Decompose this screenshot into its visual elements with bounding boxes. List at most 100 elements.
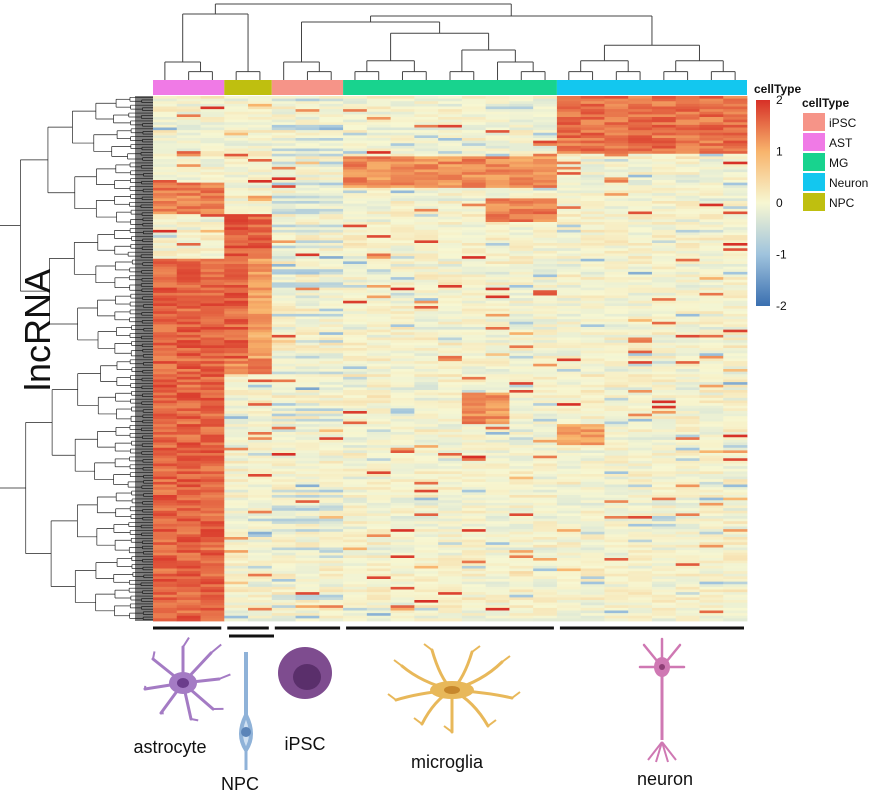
heatmap-cell bbox=[295, 148, 320, 152]
heatmap-cell bbox=[343, 518, 368, 522]
heatmap-cell bbox=[580, 395, 605, 399]
heatmap-cell bbox=[295, 481, 320, 485]
heatmap-cell bbox=[556, 311, 582, 315]
heatmap-cell bbox=[675, 534, 700, 538]
heatmap-cell bbox=[533, 177, 558, 181]
heatmap-cell bbox=[271, 371, 296, 375]
heatmap-cell bbox=[556, 190, 582, 194]
heatmap-cell bbox=[224, 143, 249, 147]
heatmap-cell bbox=[366, 489, 391, 493]
heatmap-cell bbox=[414, 371, 439, 375]
heatmap-cell bbox=[438, 361, 463, 365]
heatmap-cell bbox=[628, 529, 653, 533]
heatmap-cell bbox=[200, 476, 225, 480]
heatmap-cell bbox=[723, 466, 748, 470]
heatmap-cell bbox=[675, 222, 700, 226]
heatmap-cell bbox=[176, 334, 201, 338]
heatmap-cell bbox=[533, 342, 558, 346]
heatmap-cell bbox=[390, 334, 415, 338]
heatmap-cell bbox=[533, 151, 558, 155]
heatmap-cell bbox=[604, 534, 629, 538]
heatmap-cell bbox=[533, 271, 558, 275]
heatmap-cell bbox=[343, 353, 368, 357]
heatmap-cell bbox=[533, 182, 558, 186]
heatmap-cell bbox=[248, 151, 273, 155]
heatmap-cell bbox=[248, 311, 273, 315]
heatmap-cell bbox=[556, 274, 582, 278]
heatmap-cell bbox=[628, 526, 653, 530]
heatmap-cell bbox=[343, 579, 368, 583]
heatmap-cell bbox=[461, 124, 487, 128]
heatmap-cell bbox=[485, 138, 510, 142]
heatmap-cell bbox=[580, 201, 605, 205]
heatmap-cell bbox=[628, 195, 653, 199]
heatmap-cell bbox=[319, 103, 344, 107]
heatmap-cell bbox=[699, 579, 724, 583]
heatmap-cell bbox=[414, 495, 439, 499]
heatmap-cell bbox=[723, 106, 748, 110]
heatmap-cell bbox=[723, 471, 748, 475]
heatmap-cell bbox=[556, 287, 582, 291]
heatmap-cell bbox=[414, 607, 439, 611]
heatmap-cell bbox=[604, 350, 629, 354]
heatmap-cell bbox=[628, 111, 653, 115]
heatmap-cell bbox=[271, 516, 296, 520]
heatmap-cell bbox=[200, 169, 225, 173]
heatmap-cell bbox=[153, 592, 178, 596]
heatmap-cell bbox=[366, 159, 391, 163]
heatmap-cell bbox=[604, 345, 629, 349]
heatmap-cell bbox=[343, 597, 368, 601]
heatmap-cell bbox=[343, 111, 368, 115]
heatmap-cell bbox=[295, 266, 320, 270]
heatmap-cell bbox=[651, 416, 677, 420]
heatmap-cell bbox=[461, 342, 487, 346]
heatmap-cell bbox=[414, 586, 439, 590]
heatmap-cell bbox=[390, 101, 415, 105]
heatmap-cell bbox=[675, 151, 700, 155]
heatmap-cell bbox=[485, 418, 510, 422]
heatmap-cell bbox=[675, 211, 700, 215]
heatmap-cell bbox=[675, 237, 700, 241]
heatmap-cell bbox=[153, 117, 178, 121]
heatmap-cell bbox=[675, 607, 700, 611]
heatmap-cell bbox=[699, 138, 724, 142]
heatmap-cell bbox=[176, 172, 201, 176]
heatmap-cell bbox=[319, 308, 344, 312]
heatmap-cell bbox=[533, 119, 558, 123]
heatmap-cell bbox=[723, 229, 748, 233]
heatmap-cell bbox=[271, 127, 296, 131]
heatmap-cell bbox=[200, 243, 225, 247]
heatmap-cell bbox=[153, 466, 178, 470]
heatmap-cell bbox=[556, 597, 582, 601]
heatmap-cell bbox=[509, 382, 534, 386]
heatmap-cell bbox=[461, 361, 487, 365]
heatmap-cell bbox=[153, 600, 178, 604]
heatmap-cell bbox=[485, 487, 510, 491]
heatmap-cell bbox=[509, 324, 534, 328]
heatmap-cell bbox=[248, 298, 273, 302]
heatmap-cell bbox=[580, 576, 605, 580]
heatmap-cell bbox=[461, 610, 487, 614]
heatmap-cell bbox=[628, 369, 653, 373]
heatmap-cell bbox=[438, 505, 463, 509]
heatmap-cell bbox=[580, 161, 605, 165]
heatmap-cell bbox=[295, 190, 320, 194]
heatmap-cell bbox=[176, 579, 201, 583]
heatmap-cell bbox=[271, 114, 296, 118]
heatmap-cell bbox=[675, 106, 700, 110]
heatmap-cell bbox=[248, 143, 273, 147]
heatmap-cell bbox=[390, 397, 415, 401]
heatmap-cell bbox=[723, 458, 748, 462]
heatmap-cell bbox=[200, 211, 225, 215]
heatmap-cell bbox=[248, 526, 273, 530]
heatmap-cell bbox=[651, 573, 677, 577]
heatmap-cell bbox=[295, 313, 320, 317]
heatmap-cell bbox=[628, 550, 653, 554]
heatmap-cell bbox=[556, 227, 582, 231]
heatmap-cell bbox=[271, 156, 296, 160]
heatmap-cell bbox=[319, 413, 344, 417]
heatmap-cell bbox=[533, 208, 558, 212]
heatmap-cell bbox=[176, 206, 201, 210]
heatmap-cell bbox=[295, 229, 320, 233]
heatmap-cell bbox=[271, 607, 296, 611]
